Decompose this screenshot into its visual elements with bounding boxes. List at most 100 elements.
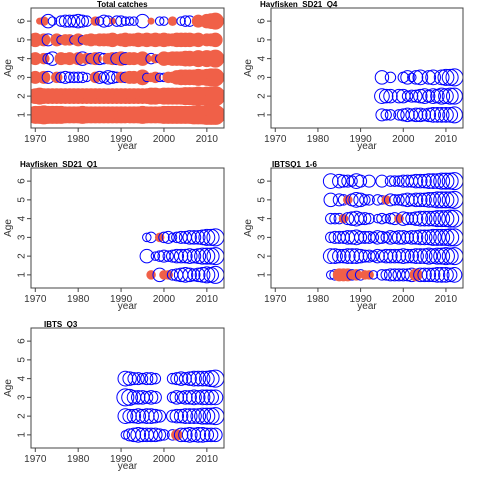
negative-residual-bubble: [144, 372, 158, 386]
negative-residual-bubble: [187, 268, 201, 282]
panel-2: Havfisken_SD21_Q4 1970 1980 1990 2000 2010 1 2 3…: [243, 0, 464, 152]
negative-residual-bubble: [129, 16, 139, 26]
negative-residual-bubble: [208, 427, 223, 443]
x-tick-label: 1970: [24, 454, 47, 465]
negative-residual-bubble: [55, 15, 67, 27]
negative-residual-bubble: [421, 210, 437, 227]
negative-residual-bubble: [375, 108, 389, 122]
negative-residual-bubble: [429, 107, 446, 123]
y-axis-label: Age: [243, 219, 254, 237]
x-tick-label: 1990: [110, 134, 133, 145]
x-tick-label: 2000: [153, 294, 176, 305]
negative-residual-bubble: [388, 268, 402, 282]
panel-title: Havfisken_SD21_Q4: [260, 0, 338, 9]
negative-residual-bubble: [383, 230, 398, 245]
positive-residual-bubble: [206, 49, 224, 68]
negative-residual-bubble: [194, 407, 212, 425]
y-tick-label: 2: [257, 253, 268, 259]
positive-residual-bubble: [147, 17, 155, 25]
negative-residual-bubble: [391, 248, 407, 264]
negative-residual-bubble: [438, 88, 454, 104]
negative-residual-bubble: [336, 248, 351, 264]
negative-residual-bubble: [425, 173, 441, 189]
negative-residual-bubble: [425, 69, 441, 86]
negative-residual-bubble: [327, 248, 343, 264]
negative-residual-bubble: [417, 192, 432, 208]
negative-residual-bubble: [354, 230, 368, 244]
negative-residual-bubble: [167, 232, 178, 243]
negative-residual-bubble: [143, 408, 159, 424]
y-tick-label: 2: [257, 93, 268, 99]
negative-residual-bubble: [341, 174, 355, 188]
plot-frame: [30, 167, 225, 289]
y-tick-label: 5: [17, 37, 28, 43]
negative-residual-bubble: [63, 14, 77, 28]
negative-residual-bubble: [425, 267, 441, 283]
negative-residual-bubble: [412, 69, 429, 86]
negative-residual-bubble: [182, 267, 197, 283]
y-tick-label: 4: [17, 215, 28, 221]
x-tick-label: 1980: [307, 134, 330, 145]
positive-residual-bubble: [205, 86, 224, 107]
negative-residual-bubble: [198, 228, 216, 246]
negative-residual-bubble: [413, 192, 428, 208]
panel-title: Total catches: [97, 0, 148, 9]
negative-residual-bubble: [190, 370, 207, 387]
plot-frame: [30, 327, 225, 449]
negative-residual-bubble: [116, 388, 135, 407]
negative-residual-bubble: [396, 268, 410, 282]
negative-residual-bubble: [362, 249, 376, 263]
x-tick-label: 1980: [67, 454, 90, 465]
negative-residual-bubble: [433, 247, 451, 265]
negative-residual-bubble: [380, 109, 392, 121]
negative-residual-bubble: [384, 175, 397, 187]
negative-residual-bubble: [199, 427, 215, 443]
negative-residual-bubble: [191, 267, 206, 283]
negative-residual-bubble: [407, 72, 417, 83]
y-axis-label: Age: [3, 219, 14, 237]
negative-residual-bubble: [111, 15, 123, 27]
negative-residual-bubble: [68, 71, 80, 84]
negative-residual-bubble: [194, 427, 211, 443]
y-tick-label: 5: [17, 357, 28, 363]
negative-residual-bubble: [148, 427, 163, 443]
negative-residual-bubble: [70, 13, 86, 29]
negative-residual-bubble: [202, 247, 220, 265]
y-tick-label: 2: [17, 413, 28, 419]
negative-residual-bubble: [437, 191, 455, 209]
negative-residual-bubble: [198, 266, 216, 284]
negative-residual-bubble: [428, 191, 446, 209]
negative-residual-bubble: [346, 175, 358, 187]
negative-residual-bubble: [401, 212, 415, 226]
panel-4: IBTSQ1_1-6 1970 1980 1990 2000 2010 1 2 3 4 5 6 year…: [243, 160, 464, 312]
y-tick-label: 3: [257, 74, 268, 80]
negative-residual-bubble: [173, 371, 189, 386]
negative-residual-bubble: [363, 194, 375, 206]
negative-residual-bubble: [421, 267, 437, 283]
negative-residual-bubble: [380, 269, 392, 281]
negative-residual-bubble: [405, 89, 419, 103]
negative-residual-bubble: [429, 267, 446, 283]
negative-residual-bubble: [408, 211, 424, 226]
positive-residual-bubble: [51, 71, 63, 84]
panel-title: Havfisken_SD21_Q1: [20, 160, 98, 169]
negative-residual-bubble: [408, 107, 424, 123]
negative-residual-bubble: [143, 427, 159, 443]
negative-residual-bubble: [383, 88, 398, 104]
negative-residual-bubble: [115, 15, 127, 27]
bubble-layer: [31, 12, 224, 125]
negative-residual-bubble: [117, 408, 134, 424]
y-tick-label: 1: [257, 272, 268, 278]
negative-residual-bubble: [375, 230, 389, 244]
negative-residual-bubble: [182, 371, 197, 386]
negative-residual-bubble: [378, 88, 394, 104]
negative-residual-bubble: [162, 250, 174, 262]
x-axis-label: year: [118, 301, 138, 312]
negative-residual-bubble: [138, 408, 155, 424]
negative-residual-bubble: [130, 427, 147, 443]
negative-residual-bubble: [425, 192, 441, 208]
negative-residual-bubble: [445, 228, 463, 247]
negative-residual-bubble: [178, 248, 193, 264]
negative-residual-bubble: [140, 372, 154, 386]
negative-residual-bubble: [126, 427, 142, 443]
